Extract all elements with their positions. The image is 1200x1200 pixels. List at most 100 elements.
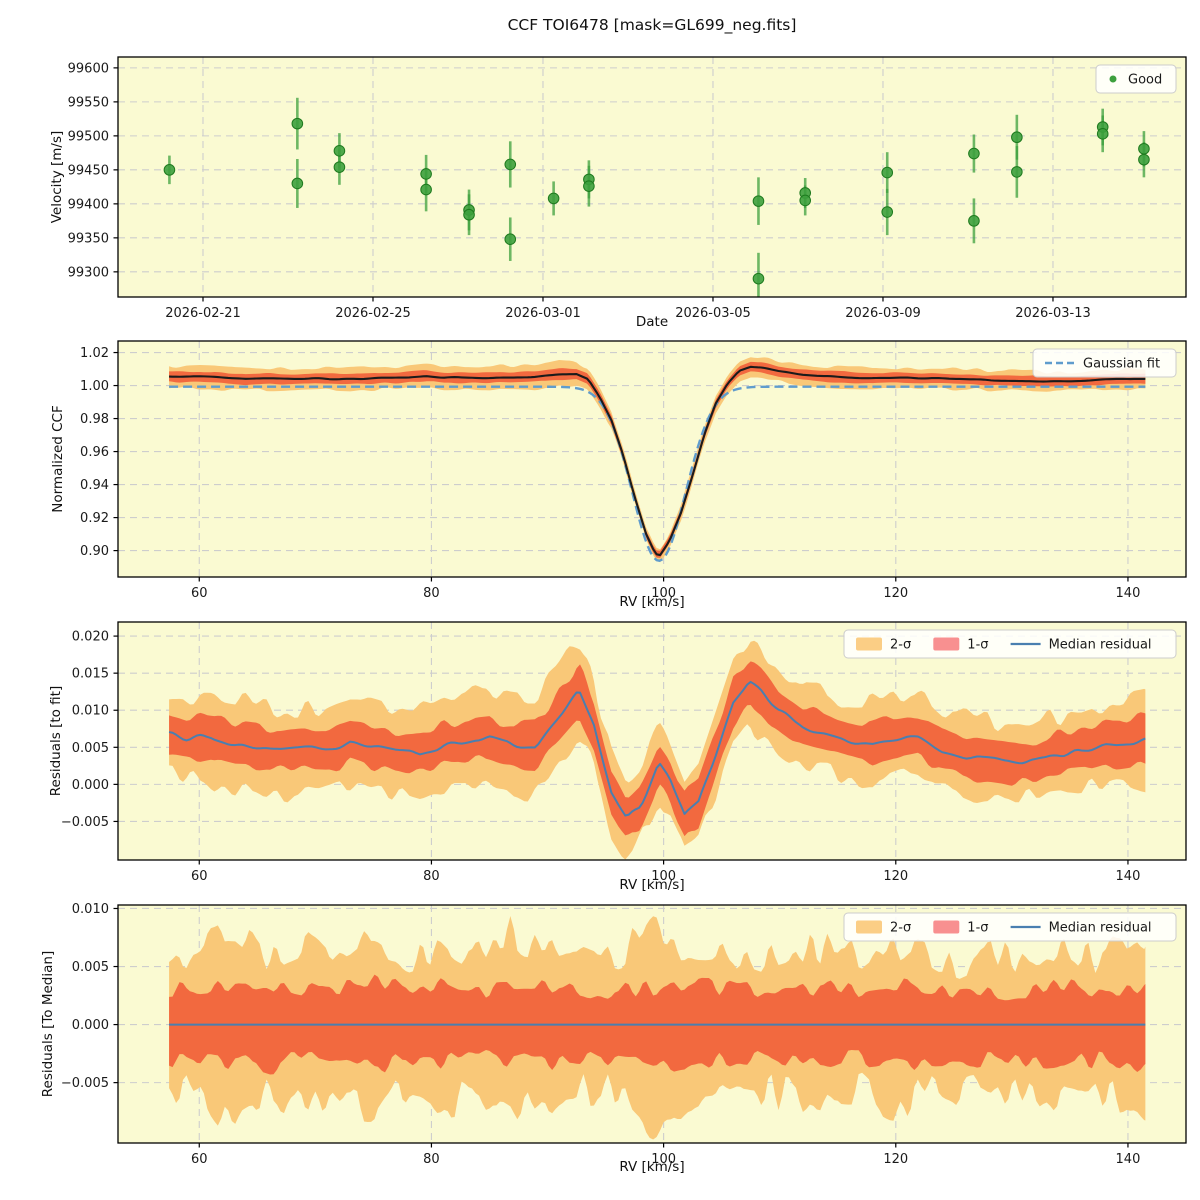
- data-point: [333, 161, 346, 173]
- legend-label: Median residual: [1049, 638, 1152, 653]
- data-point: [547, 192, 560, 205]
- legend-box: [843, 629, 1177, 659]
- x-tick-label: 100: [651, 869, 676, 884]
- legend-swatch-patch: [933, 920, 960, 934]
- legend: Gaussian fit: [1032, 348, 1177, 378]
- x-tick-label: 2026-03-05: [675, 306, 751, 321]
- plot-border: [117, 56, 1187, 298]
- y-tick-label: 99500: [68, 129, 109, 144]
- axis-ticks: [113, 635, 1129, 865]
- y-tick-label: 0.015: [72, 667, 109, 682]
- x-tick-label: 80: [423, 869, 440, 884]
- axis-ticks: [113, 907, 1129, 1148]
- plot-area-normalized-ccf: [169, 357, 1146, 563]
- legend-label: Good: [1128, 73, 1162, 88]
- figure-title: CCF TOI6478 [mask=GL699_neg.fits]: [507, 16, 797, 34]
- legend-box: [1032, 348, 1177, 378]
- axis-ticks: [113, 67, 1054, 302]
- y-tick-label: 0.94: [80, 478, 109, 493]
- x-tick-label: 120: [883, 1152, 908, 1167]
- data-point: [291, 177, 304, 190]
- data-point: [333, 145, 346, 157]
- plot-area-velocity-vs-date: [163, 97, 1150, 297]
- plot-border: [117, 621, 1187, 861]
- data-point: [968, 215, 980, 227]
- x-tick-label: 80: [423, 1152, 440, 1167]
- x-tick-label: 120: [883, 869, 908, 884]
- legend-label: 2-σ: [890, 921, 911, 936]
- x-axis-label-rv-resfit: RV [km/s]: [619, 877, 685, 893]
- y-axis-label-resmed: Residuals [To Median]: [40, 950, 56, 1098]
- x-tick-label: 2026-03-13: [1015, 306, 1091, 321]
- y-tick-label: −0.005: [61, 815, 109, 830]
- x-tick-label: 2026-03-01: [505, 306, 581, 321]
- y-tick-label: 1.00: [80, 379, 109, 394]
- data-point: [291, 117, 304, 130]
- x-tick-label: 140: [1116, 1152, 1141, 1167]
- tick-labels: 60 80 100 120 140 0.010 0.005 0.000 −0.005: [61, 902, 1140, 1167]
- legend-label: Gaussian fit: [1083, 357, 1160, 372]
- data-point: [1138, 153, 1150, 166]
- x-tick-label: 80: [423, 586, 440, 601]
- legend-swatch-patch: [856, 920, 882, 934]
- data-point: [881, 206, 894, 218]
- x-axis-label-rv-ccf: RV [km/s]: [619, 594, 685, 610]
- y-axis-label-velocity: Velocity [m/s]: [49, 130, 65, 224]
- data-point: [420, 168, 432, 180]
- legend-box: [1095, 64, 1177, 94]
- data-point: [799, 194, 812, 207]
- data-point: [1011, 131, 1023, 144]
- data-point: [583, 180, 595, 192]
- panel-normalized-ccf: 60 80 100 120 140 0.90 0.92 0.94 0.96 0.98 1.00 1.0…: [80, 340, 1187, 601]
- panel-velocity-vs-date: 2026-02-21 2026-02-25 2026-03-01 2026-03-05…: [68, 56, 1187, 321]
- data-point: [163, 164, 176, 176]
- legend-swatch-patch: [856, 637, 882, 651]
- data-points: [163, 117, 1150, 285]
- panel-residuals-to-median: 60 80 100 120 140 0.010 0.005 0.000 −0.005 2-σ 1-σ…: [61, 902, 1187, 1167]
- x-axis-label-date: Date: [635, 314, 669, 330]
- plot-border: [117, 340, 1187, 578]
- y-tick-label: 1.02: [80, 346, 109, 361]
- data-point: [968, 147, 980, 160]
- legend-label: 2-σ: [890, 638, 911, 653]
- gaussian-fit-line: [169, 385, 1146, 563]
- y-tick-label: −0.005: [61, 1076, 109, 1091]
- median-residual-line: [168, 680, 1146, 817]
- plot-background: [118, 57, 1186, 297]
- sigma1-band: [169, 661, 1146, 837]
- plot-area-residuals-to-fit: [168, 640, 1146, 860]
- x-tick-label: 60: [191, 1152, 208, 1167]
- legend-label: Median residual: [1049, 921, 1152, 936]
- legend-box: [843, 912, 1177, 942]
- y-tick-label: 0.92: [80, 511, 109, 526]
- tick-labels: 2026-02-21 2026-02-25 2026-03-01 2026-03-05…: [68, 61, 1091, 321]
- y-tick-label: 0.96: [80, 445, 109, 460]
- y-tick-label: 0.005: [72, 741, 109, 756]
- data-point: [1096, 128, 1109, 140]
- tick-labels: 60 80 100 120 140 0.90 0.92 0.94 0.96 0.98 1.00 1.0…: [80, 346, 1140, 601]
- data-point: [504, 233, 517, 246]
- x-tick-label: 60: [191, 869, 208, 884]
- tick-labels: 60 80 100 120 140 0.020 0.015 0.010 0.005 0.000 −0…: [61, 630, 1140, 884]
- legend-swatch-patch: [933, 637, 960, 651]
- legend-label: 1-σ: [967, 638, 988, 653]
- legend-swatch-marker: [1109, 75, 1117, 83]
- y-tick-label: 99600: [68, 61, 109, 76]
- data-point: [463, 208, 475, 221]
- panel-residuals-to-fit: 60 80 100 120 140 0.020 0.015 0.010 0.005 0.000 −0…: [61, 621, 1187, 884]
- y-tick-label: 0.005: [72, 960, 109, 975]
- data-point: [881, 166, 894, 179]
- gridlines: [118, 57, 1186, 297]
- y-tick-label: 99350: [68, 231, 109, 246]
- data-point: [1138, 142, 1150, 155]
- data-point: [420, 183, 432, 196]
- y-tick-label: 0.98: [80, 412, 109, 427]
- plot-area-residuals-to-median: [169, 916, 1146, 1140]
- x-tick-label: 100: [651, 586, 676, 601]
- y-tick-label: 0.010: [72, 902, 109, 917]
- y-tick-label: 0.90: [80, 544, 109, 559]
- data-point: [752, 195, 765, 207]
- y-tick-label: 0.000: [72, 1018, 109, 1033]
